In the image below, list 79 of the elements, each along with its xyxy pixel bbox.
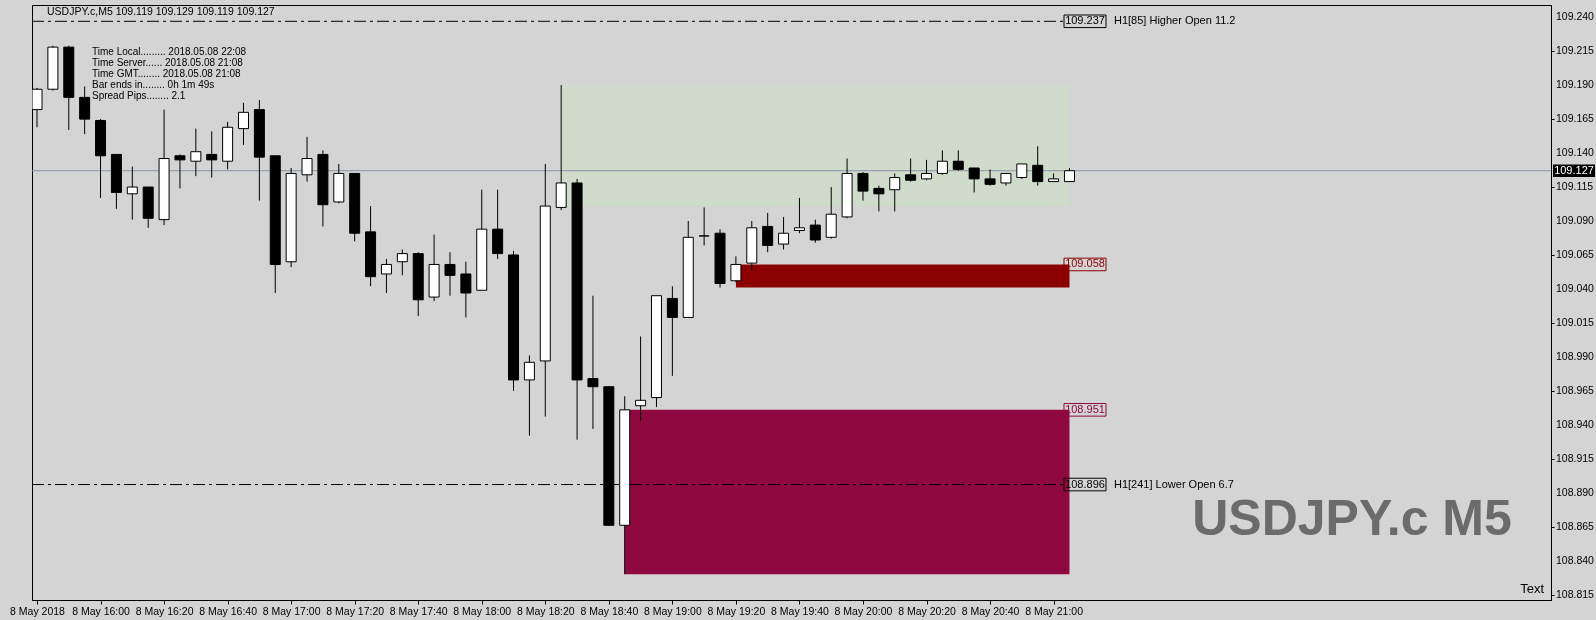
annotation: Time GMT........ 2018.05.08 21:08 (92, 68, 242, 79)
y-tick-label: 108.840 (1556, 553, 1595, 566)
x-tick-label: 8 May 20:40 (961, 604, 1020, 617)
candlestick (889, 172, 901, 212)
y-tick-label: 109.090 (1556, 213, 1595, 226)
x-tick-label: 8 May 17:40 (389, 604, 448, 617)
y-tick-label: 109.165 (1556, 112, 1595, 125)
candlestick (444, 251, 456, 297)
x-tick-label: 8 May 19:00 (643, 604, 702, 617)
candlestick (905, 158, 917, 183)
band-label: 109.058 (1065, 257, 1105, 270)
annotation: Text (1520, 581, 1545, 596)
annotation: Time Local......... 2018.05.08 22:08 (92, 46, 247, 57)
candlestick (698, 206, 710, 246)
candlestick (666, 285, 678, 377)
x-tick-label: 8 May 19:40 (771, 604, 829, 617)
candlestick (984, 168, 996, 187)
y-tick-label: 109.115 (1556, 180, 1594, 193)
annotation: Time Server...... 2018.05.08 21:08 (92, 57, 244, 68)
candlestick (190, 128, 202, 177)
x-tick-label: 8 May 17:00 (262, 604, 321, 617)
candlestick (587, 295, 599, 430)
ref-line-label: 109.127 (1554, 163, 1594, 176)
candlestick (1032, 145, 1044, 187)
candlestick (460, 261, 472, 318)
y-tick-label: 109.040 (1556, 281, 1595, 294)
candlestick (635, 335, 647, 422)
candlestick (206, 130, 218, 179)
candlestick (793, 197, 805, 234)
chart-title: USDJPY.c,M5 109.119 109.129 109.119 109.127 (47, 5, 275, 17)
y-tick-label: 109.015 (1556, 315, 1595, 328)
candlestick (126, 166, 138, 221)
annotation: Spread Pips........ 2.1 (92, 90, 186, 101)
candlestick (79, 86, 91, 135)
candlestick (301, 136, 313, 183)
candlestick (730, 255, 742, 283)
candlestick (174, 153, 186, 189)
candlestick (778, 216, 790, 251)
candlestick (396, 249, 408, 276)
y-tick-label: 109.240 (1556, 10, 1595, 23)
y-tick-label: 108.965 (1556, 383, 1595, 396)
candlestick (523, 354, 535, 437)
candlestick (857, 171, 869, 202)
y-tick-label: 108.815 (1556, 587, 1595, 600)
x-tick-label: 8 May 16:00 (72, 604, 131, 617)
annotation: H1[85] Higher Open 11.2 (1114, 14, 1236, 27)
x-tick-label: 8 May 18:00 (453, 604, 512, 617)
candlestick (936, 149, 948, 176)
x-tick-label: 8 May 21:00 (1025, 604, 1084, 617)
x-tick-label: 8 May 20:00 (834, 604, 893, 617)
y-tick-label: 108.890 (1556, 485, 1595, 498)
y-tick-label: 109.215 (1556, 44, 1595, 57)
candlestick (809, 219, 821, 244)
x-tick-label: 8 May 2018 (10, 604, 66, 617)
annotation: USDJPY.c M5 (1192, 490, 1512, 546)
candlestick (762, 212, 774, 253)
x-tick-label: 8 May 18:20 (516, 604, 575, 617)
y-tick-label: 109.065 (1556, 247, 1595, 260)
y-tick-label: 108.990 (1556, 349, 1595, 362)
y-tick-label: 108.915 (1556, 451, 1595, 464)
candlestick (825, 186, 837, 240)
x-tick-label: 8 May 16:40 (199, 604, 258, 617)
x-tick-label: 8 May 18:40 (580, 604, 639, 617)
candlestick (873, 185, 885, 212)
y-tick-label: 108.940 (1556, 417, 1595, 430)
x-tick-label: 8 May 19:20 (707, 604, 766, 617)
candlestick (952, 149, 964, 172)
x-tick-label: 8 May 17:20 (326, 604, 385, 617)
ref-line-label: 109.237 (1065, 14, 1105, 27)
y-tick-label: 108.865 (1556, 519, 1595, 532)
candlestick (968, 167, 980, 193)
candlestick (237, 102, 249, 146)
y-tick-label: 109.190 (1556, 78, 1595, 91)
y-tick-label: 109.140 (1556, 146, 1595, 159)
annotation: H1[241] Lower Open 6.7 (1114, 477, 1234, 490)
annotation: Bar ends in........ 0h 1m 49s (92, 79, 215, 90)
x-tick-label: 8 May 20:20 (898, 604, 957, 617)
x-tick-label: 8 May 16:20 (135, 604, 194, 617)
candlestick (380, 258, 392, 294)
